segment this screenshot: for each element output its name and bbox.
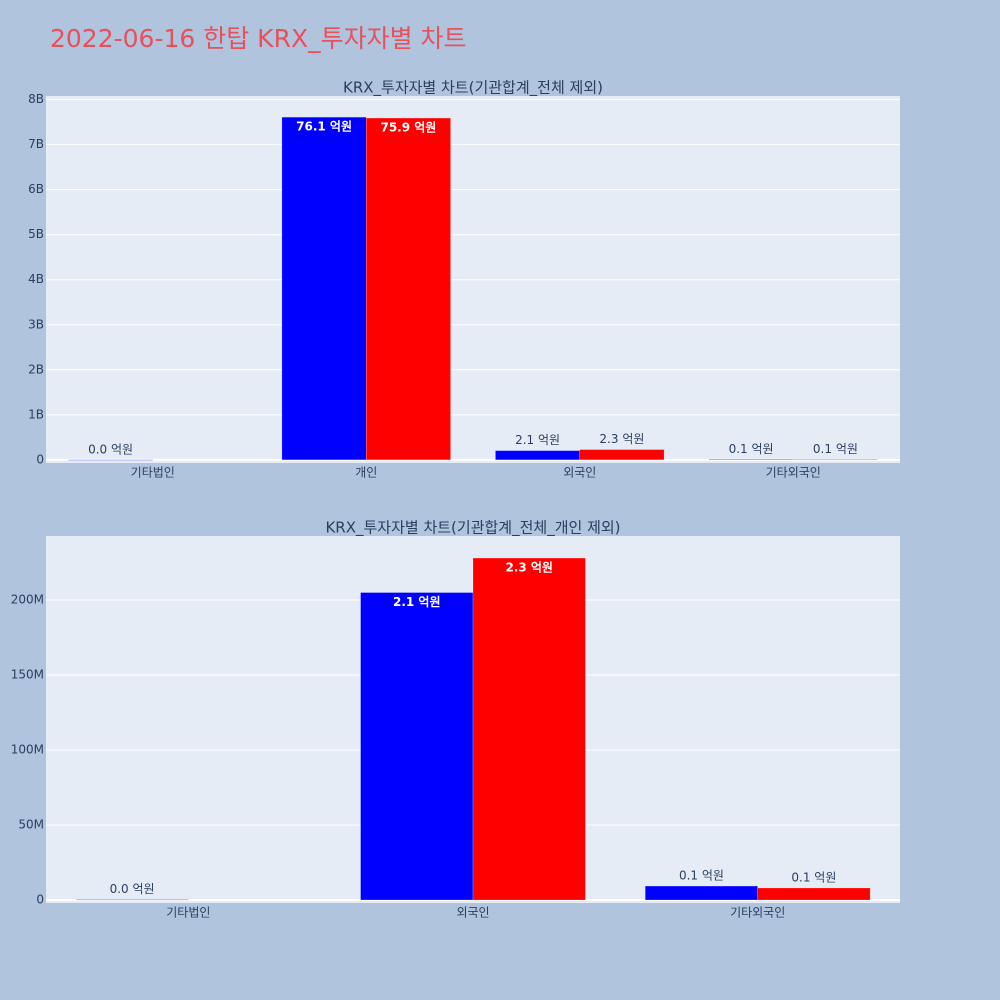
bar (793, 459, 878, 461)
y-tick-label: 3B (28, 317, 44, 331)
x-tick-label: 기타법인 (166, 906, 210, 920)
bar (579, 449, 665, 461)
x-tick-label: 외국인 (563, 466, 596, 480)
y-tick-label: 6B (28, 182, 44, 196)
bar (495, 450, 581, 461)
y-tick-label: 5B (28, 227, 44, 241)
x-tick-label: 외국인 (456, 906, 489, 920)
x-tick-label: 개인 (355, 466, 377, 480)
data-label: 0.0 억원 (110, 882, 155, 896)
data-label: 2.1 억원 (393, 595, 441, 609)
data-label: 0.1 억원 (813, 442, 858, 456)
bar (75, 899, 189, 901)
y-tick-label: 50M (18, 818, 44, 832)
bar (757, 887, 871, 901)
y-tick-label: 0 (36, 893, 44, 907)
y-tick-label: 200M (11, 593, 44, 607)
y-tick-label: 150M (11, 668, 44, 682)
bar (281, 116, 367, 461)
bar (68, 459, 153, 461)
page-title: 2022-06-16 한탑 KRX_투자자별 차트 (50, 24, 467, 53)
y-tick-label: 4B (28, 272, 44, 286)
chart-title: KRX_투자자별 차트(기관합계_전체_개인 제외) (325, 519, 620, 538)
bar (708, 459, 794, 461)
data-label: 0.1 억원 (729, 442, 774, 456)
y-tick-label: 1B (28, 407, 44, 421)
data-label: 76.1 억원 (296, 120, 352, 134)
data-label: 2.1 억원 (515, 433, 560, 447)
bar (360, 592, 474, 901)
bar (366, 117, 451, 461)
y-tick-label: 2B (28, 362, 44, 376)
x-tick-label: 기타외국인 (766, 466, 821, 480)
data-label: 2.3 억원 (505, 561, 553, 575)
y-tick-label: 7B (28, 137, 44, 151)
y-tick-label: 100M (11, 743, 44, 757)
y-tick-label: 0 (36, 452, 44, 466)
x-tick-label: 기타법인 (131, 466, 175, 480)
bar (472, 557, 586, 901)
data-label: 0.0 억원 (88, 442, 133, 456)
data-label: 2.3 억원 (599, 432, 644, 446)
x-tick-label: 기타외국인 (730, 906, 785, 920)
data-label: 0.1 억원 (679, 869, 724, 883)
data-label: 0.1 억원 (791, 871, 836, 885)
data-label: 75.9 억원 (380, 121, 436, 135)
bar (644, 885, 758, 901)
y-tick-label: 8B (28, 92, 44, 106)
chart-title: KRX_투자자별 차트(기관합계_전체 제외) (343, 79, 603, 98)
